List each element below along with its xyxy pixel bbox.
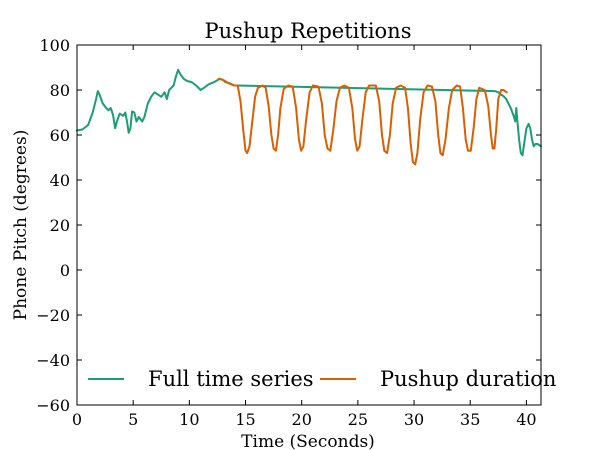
series-line-1 — [76, 68, 542, 157]
y-tick-label: 100 — [39, 36, 70, 55]
x-tick-label: 0 — [72, 410, 82, 429]
y-axis-label: Phone Pitch (degrees) — [11, 130, 31, 321]
y-tick-label: 80 — [50, 81, 70, 100]
x-tick-label: 10 — [179, 410, 199, 429]
x-tick-label: 30 — [404, 410, 424, 429]
x-tick-label: 20 — [292, 410, 312, 429]
x-axis-label: Time (Seconds) — [241, 432, 375, 450]
y-tick-label: 40 — [50, 171, 70, 190]
legend-label-2: Pushup duration — [380, 367, 556, 391]
y-tick-label: 60 — [50, 126, 70, 145]
chart-title: Pushup Repetitions — [205, 19, 412, 43]
x-tick-label: 40 — [516, 410, 536, 429]
y-tick-label: 0 — [60, 261, 70, 280]
x-tick-label: 35 — [460, 410, 480, 429]
x-tick-label: 25 — [348, 410, 368, 429]
x-tick-label: 5 — [128, 410, 138, 429]
series-line-2 — [217, 77, 508, 166]
legend-label-1: Full time series — [148, 367, 314, 391]
y-tick-label: −20 — [36, 306, 70, 325]
y-tick-label: −40 — [36, 351, 70, 370]
x-tick-label: 15 — [235, 410, 255, 429]
y-tick-label: −60 — [36, 396, 70, 415]
y-tick-label: 20 — [50, 216, 70, 235]
